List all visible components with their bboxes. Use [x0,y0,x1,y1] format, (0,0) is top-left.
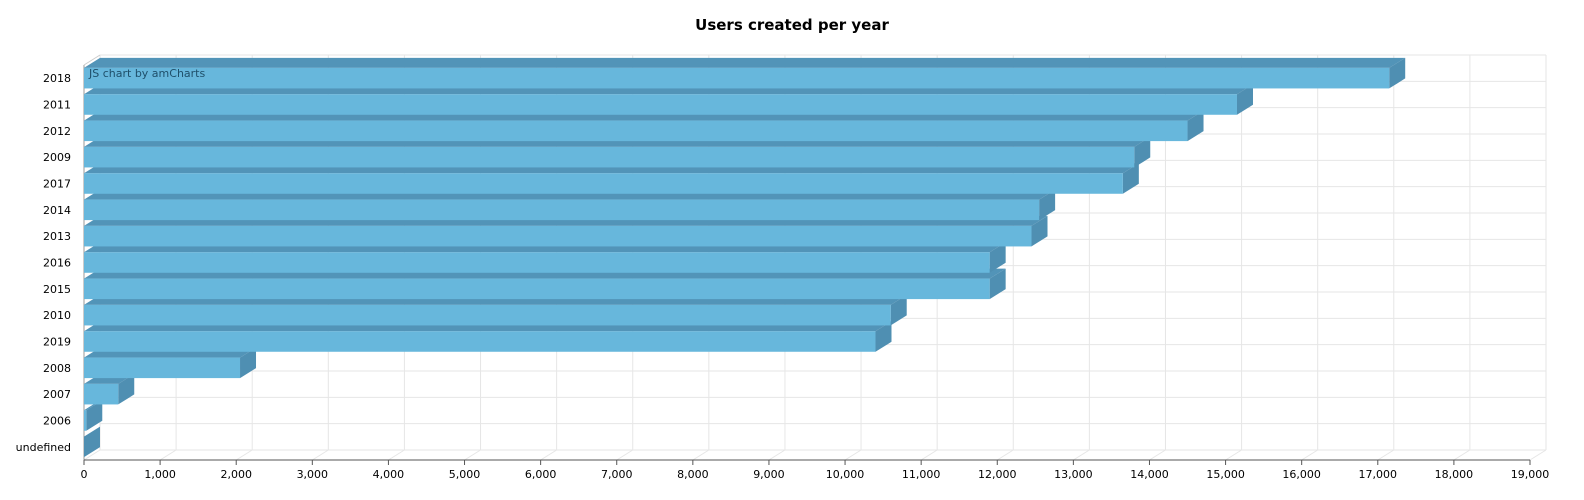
grid-line-depth [464,449,481,461]
bar[interactable] [84,67,1390,89]
grid-line-depth [1225,449,1242,461]
grid-line-depth [1149,449,1166,461]
grid-line-depth [235,449,253,461]
x-tick-label: 12,000 [978,468,1017,481]
y-tick-label: 2006 [43,415,71,428]
x-tick-label: 4,000 [373,468,405,481]
bar[interactable] [84,383,119,405]
y-tick-label: 2007 [43,388,71,401]
x-tick-label: 7,000 [601,468,633,481]
x-tick-label: 3,000 [297,468,329,481]
bar[interactable] [84,199,1040,221]
x-tick-label: 2,000 [220,468,252,481]
bar-side-face [118,373,135,405]
x-tick-label: 15,000 [1206,468,1245,481]
y-tick-label: 2013 [43,230,71,243]
y-tick-label: 2014 [43,204,71,217]
bar[interactable] [84,278,990,300]
grid-line-depth [540,449,557,461]
y-axis-depth-line [83,54,101,66]
y-tick-label: 2017 [43,178,71,191]
x-tick-label: 0 [81,468,88,481]
bar[interactable] [84,146,1135,168]
y-tick-label: undefined [16,441,71,454]
grid-line-depth [1073,449,1090,461]
grid-line-depth [844,449,862,461]
x-tick-label: 8,000 [677,468,709,481]
y-tick-label: 2009 [43,151,71,164]
bar-side-face [1236,84,1253,115]
y-tick-label: 2019 [43,336,71,349]
bar-side-face [1039,189,1056,221]
bar[interactable] [84,225,1032,247]
x-tick-label: 19,000 [1511,468,1550,481]
grid-line-depth [1301,449,1318,461]
bar-side-face [1389,57,1406,89]
bar-side-face [989,268,1006,300]
grid-line-depth [312,449,329,461]
grid-line-depth [1377,449,1395,461]
grid-line-depth [920,449,938,461]
y-tick-label: 2008 [43,362,71,375]
bar-side-face [86,400,103,431]
x-tick-label: 9,000 [753,468,785,481]
bar-side-face [1187,110,1204,142]
x-tick-label: 16,000 [1282,468,1321,481]
x-tick-label: 11,000 [902,468,941,481]
x-tick-label: 1,000 [144,468,176,481]
x-tick-label: 17,000 [1359,468,1398,481]
bar-side-face [1122,163,1139,194]
chart-credit-link[interactable]: JS chart by amCharts [89,67,206,80]
bar-side-face [1134,136,1151,168]
bar-side-face [989,242,1006,273]
x-tick-label: 6,000 [525,468,557,481]
bar-side-face [1031,215,1048,247]
grid-line-depth [996,449,1014,461]
bar-side-face [240,347,257,379]
x-tick-label: 14,000 [1130,468,1169,481]
grid-line-depth [616,449,634,461]
bar-side-face [84,426,100,458]
bar[interactable] [84,252,990,273]
bar-top-face [84,57,1406,68]
grid-line-depth [83,449,101,461]
bar[interactable] [84,94,1237,115]
chart-title: Users created per year [695,16,889,34]
bar-side-face [890,294,907,326]
x-tick-label: 5,000 [449,468,481,481]
x-tick-label: 10,000 [826,468,865,481]
y-tick-label: 2012 [43,125,71,138]
bar-side-face [875,321,892,352]
x-tick-label: 18,000 [1435,468,1474,481]
grid-line-depth [388,449,405,461]
grid-line-depth [692,449,710,461]
bar[interactable] [84,304,891,326]
y-tick-label: 2016 [43,257,71,270]
grid-line-depth [159,449,177,461]
grid-line-depth [1529,449,1547,461]
x-tick-label: 13,000 [1054,468,1093,481]
y-tick-label: 2018 [43,72,71,85]
bar[interactable] [84,173,1123,194]
y-tick-label: 2010 [43,309,71,322]
bar[interactable] [84,331,876,352]
bar[interactable] [84,357,241,379]
bar[interactable] [84,410,87,431]
grid-line-depth [768,449,786,461]
bar[interactable] [84,120,1188,142]
grid-line-depth [1453,449,1471,461]
y-tick-label: 2015 [43,283,71,296]
y-tick-label: 2011 [43,99,71,112]
